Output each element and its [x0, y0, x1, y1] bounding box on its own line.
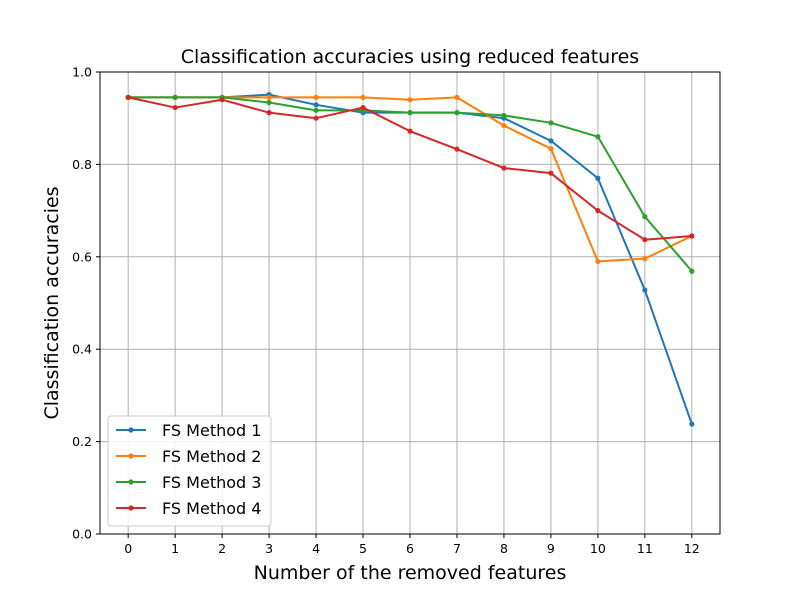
data-point	[313, 115, 319, 121]
data-point	[595, 258, 601, 265]
data-point	[313, 94, 319, 101]
x-tick-label: 0	[124, 541, 132, 556]
x-tick-label: 9	[547, 541, 555, 556]
legend-label: FS Method 4	[162, 499, 261, 518]
y-tick-label: 0.6	[72, 249, 92, 264]
data-point	[454, 146, 460, 152]
data-point	[595, 134, 601, 140]
x-tick-label: 7	[453, 541, 461, 556]
x-tick-label: 4	[312, 541, 320, 556]
data-point	[548, 146, 554, 152]
data-point	[407, 110, 413, 116]
x-tick-label: 11	[637, 541, 653, 556]
data-point	[172, 104, 178, 111]
data-point	[548, 138, 554, 144]
data-point	[642, 287, 648, 293]
y-tick-label: 1.0	[72, 65, 92, 80]
data-point	[360, 94, 366, 101]
data-point	[548, 120, 554, 126]
legend-marker	[128, 479, 134, 485]
x-tick-label: 3	[265, 541, 273, 556]
legend-item: FS Method 3	[116, 473, 261, 492]
y-tick-label: 0.2	[72, 434, 92, 449]
axis-ticks: 0 1 2 3 4 5 6 7 8 9 10 11 120.00.20.40.60.81.0	[72, 65, 700, 557]
data-point	[501, 165, 507, 171]
data-point	[501, 112, 507, 119]
data-point	[689, 268, 695, 274]
data-point	[313, 107, 319, 113]
legend-label: FS Method 3	[162, 473, 261, 492]
y-tick-label: 0.8	[72, 157, 92, 172]
x-tick-label: 12	[684, 541, 700, 556]
x-tick-label: 6	[406, 541, 414, 556]
x-axis-label: Number of the removed features	[254, 562, 567, 584]
data-point	[407, 128, 413, 134]
data-point	[595, 175, 601, 181]
data-point	[172, 94, 178, 101]
chart-title: Classification accuracies using reduced …	[181, 46, 639, 68]
y-tick-label: 0.4	[72, 342, 92, 357]
data-point	[266, 94, 272, 101]
data-point	[501, 122, 507, 129]
x-tick-label: 8	[500, 541, 508, 556]
data-point	[407, 97, 413, 103]
data-point	[689, 421, 695, 427]
x-tick-label: 1	[171, 541, 179, 556]
x-tick-label: 10	[590, 541, 606, 556]
data-point	[125, 94, 131, 101]
data-point	[219, 97, 225, 103]
legend-label: FS Method 1	[162, 421, 261, 440]
data-point	[642, 256, 648, 262]
data-point	[360, 104, 366, 111]
y-tick-label: 0.0	[72, 527, 92, 542]
legend-item: FS Method 1	[116, 421, 261, 440]
legend-label: FS Method 2	[162, 447, 261, 466]
legend-marker	[128, 427, 134, 433]
legend-marker	[128, 453, 134, 459]
series-layer	[125, 92, 695, 427]
y-axis-label: Classification accuracies	[41, 186, 63, 419]
legend-marker	[128, 505, 134, 511]
series-4	[125, 94, 695, 243]
legend-item: FS Method 2	[116, 447, 261, 466]
data-point	[266, 99, 272, 106]
data-point	[642, 237, 648, 243]
data-point	[689, 233, 695, 239]
data-point	[595, 208, 601, 214]
legend-item: FS Method 4	[116, 499, 261, 518]
x-tick-label: 2	[218, 541, 226, 556]
legend-box	[107, 415, 272, 527]
data-point	[548, 170, 554, 176]
data-point	[266, 110, 272, 116]
data-point	[454, 94, 460, 101]
x-tick-label: 5	[359, 541, 367, 556]
data-point	[454, 110, 460, 116]
data-point	[313, 102, 319, 108]
data-point	[642, 214, 648, 220]
legend: FS Method 1 FS Method 2 FS Method 3 FS Meth…	[107, 415, 272, 527]
